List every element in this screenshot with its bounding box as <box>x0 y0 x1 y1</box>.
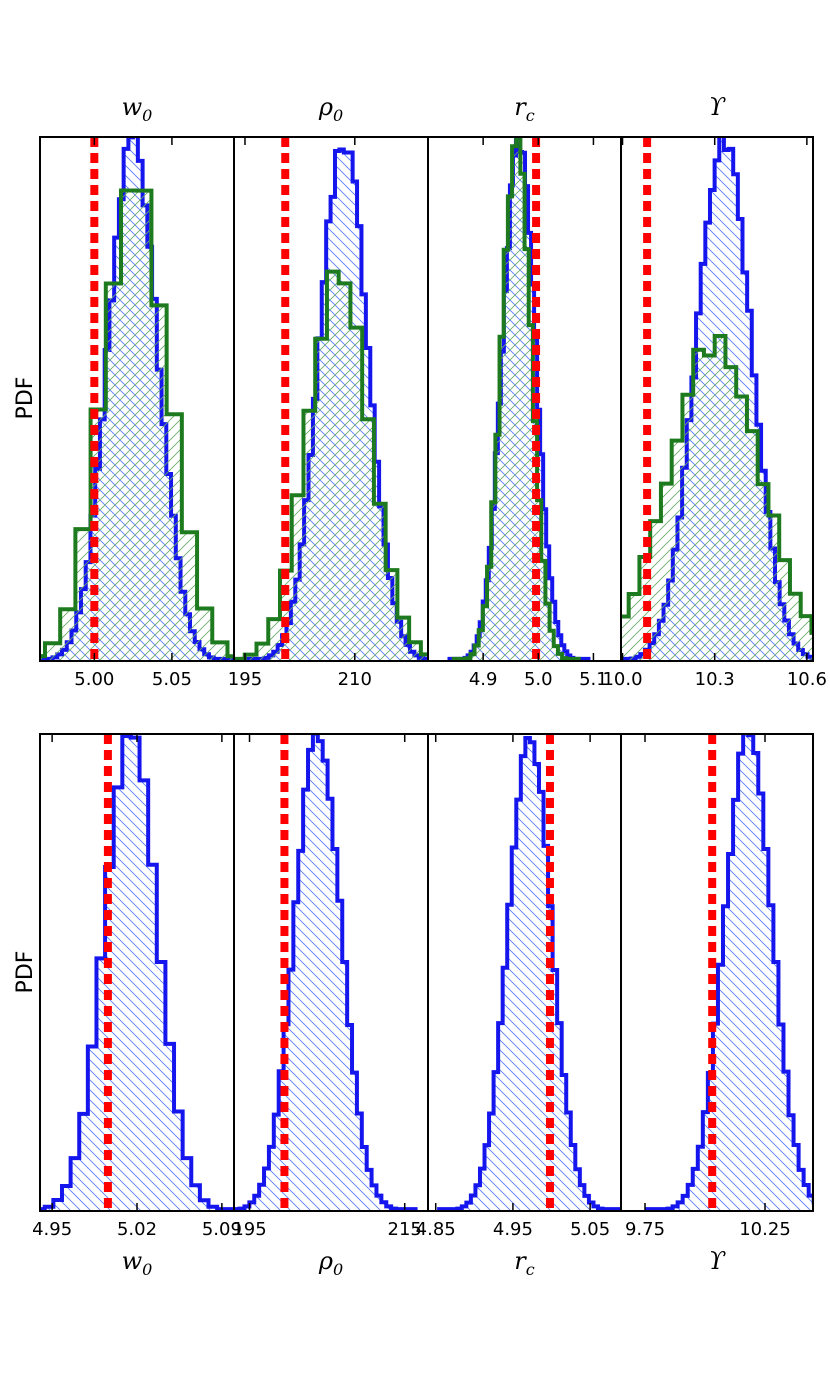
x-tick-label: 9.75 <box>625 1219 665 1240</box>
x-tick-label: 210 <box>338 669 372 690</box>
panel-bottom-1: 4.95 5.02 5.09 w0 <box>32 733 242 1279</box>
x-tick-label: 5.02 <box>117 1219 157 1240</box>
histogram-fill-blue <box>439 738 621 1211</box>
panel-xlabel: ϒ <box>709 1247 726 1275</box>
histogram-fill-blue <box>234 734 416 1211</box>
plot-area <box>447 137 591 661</box>
panel-title: rc <box>514 93 534 125</box>
histogram-green <box>451 137 581 661</box>
histogram-green <box>234 269 428 661</box>
panel-top-4: 10.0 10.3 10.6 ϒ <box>602 93 827 690</box>
x-tick-label: 195 <box>232 1219 266 1240</box>
axes-frame <box>620 733 814 1212</box>
axes-frame <box>620 136 814 662</box>
histogram-blue <box>234 734 418 1211</box>
panel-top-2: 195 210 ρ0 <box>228 93 429 690</box>
panel-title: ρ0 <box>318 93 343 125</box>
x-tick-label: 5.05 <box>152 669 192 690</box>
histogram-blue <box>40 734 234 1211</box>
x-tick-label: 5.05 <box>570 1219 610 1240</box>
panel-title: w0 <box>122 93 153 125</box>
ylabel-top: PDF <box>13 377 38 420</box>
histogram-fill-blue <box>647 734 813 1211</box>
histogram-green <box>621 333 813 635</box>
x-tick-label: 5.1 <box>579 669 608 690</box>
plot-area <box>234 137 428 661</box>
x-tick-label: 5.0 <box>524 669 553 690</box>
x-tick-label: 5.00 <box>74 669 114 690</box>
panel-title: ϒ <box>709 93 726 121</box>
panel-xlabel: ρ0 <box>318 1247 343 1279</box>
histogram-green <box>40 188 234 659</box>
x-tick-label: 10.25 <box>739 1219 791 1240</box>
histogram-blue <box>437 736 621 1211</box>
x-tick-label: 4.95 <box>493 1219 533 1240</box>
panel-bottom-2: 195 215 ρ0 <box>232 733 429 1279</box>
panel-top-3: 4.9 5.0 5.1 rc <box>427 93 622 690</box>
histogram-fill-blue <box>40 736 234 1211</box>
x-tick-label: 10.3 <box>695 669 735 690</box>
x-tick-label: 5.09 <box>202 1219 242 1240</box>
panel-xlabel: w0 <box>122 1247 153 1279</box>
x-tick-label: 4.9 <box>469 669 498 690</box>
plot-area <box>621 137 813 661</box>
x-tick-label: 10.6 <box>787 669 827 690</box>
x-tick-label: 195 <box>228 669 262 690</box>
plot-area <box>40 734 234 1211</box>
histogram-fill-green <box>621 335 813 661</box>
panel-xlabel: rc <box>514 1247 534 1279</box>
x-tick-label: 215 <box>388 1219 422 1240</box>
histogram-fill-green <box>234 271 428 661</box>
x-tick-label: 10.0 <box>602 669 642 690</box>
plot-area <box>234 734 418 1211</box>
ylabel-bottom: PDF <box>13 951 38 994</box>
x-tick-label: 4.95 <box>32 1219 72 1240</box>
histogram-fill-green <box>40 190 234 661</box>
histogram-fill-green <box>453 137 579 661</box>
plot-area <box>645 734 813 1211</box>
panel-top-1: 5.00 5.05 w0 <box>39 93 235 690</box>
x-tick-label: 4.85 <box>416 1219 456 1240</box>
panel-bottom-3: 4.85 4.95 5.05 rc <box>416 733 622 1279</box>
plot-area <box>40 137 234 661</box>
histogram-blue <box>645 734 813 1211</box>
panel-bottom-4: 9.75 10.25 ϒ <box>620 733 814 1275</box>
plot-area <box>437 734 621 1211</box>
